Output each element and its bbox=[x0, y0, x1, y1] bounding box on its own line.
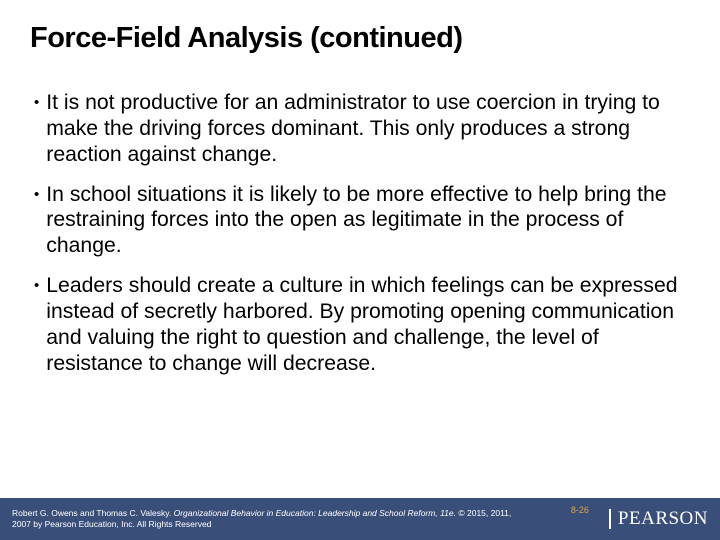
slide: Force-Field Analysis (continued) • It is… bbox=[0, 0, 720, 540]
footer-attribution: Robert G. Owens and Thomas C. Valesky. O… bbox=[12, 508, 531, 529]
bullet-marker-icon: • bbox=[34, 182, 39, 208]
footer-page-number: 8-26 bbox=[531, 505, 609, 515]
footer-book-title: Organizational Behavior in Education: Le… bbox=[174, 508, 459, 518]
bullet-item: • In school situations it is likely to b… bbox=[34, 182, 692, 260]
bullet-item: • It is not productive for an administra… bbox=[34, 90, 692, 168]
bullet-text: Leaders should create a culture in which… bbox=[46, 273, 692, 376]
bullet-text: It is not productive for an administrato… bbox=[46, 90, 692, 168]
bullet-marker-icon: • bbox=[34, 273, 39, 299]
slide-content: • It is not productive for an administra… bbox=[34, 90, 692, 391]
bullet-text: In school situations it is likely to be … bbox=[46, 182, 692, 260]
bullet-marker-icon: • bbox=[34, 90, 39, 116]
logo-bar-icon bbox=[609, 509, 611, 529]
slide-title: Force-Field Analysis (continued) bbox=[30, 22, 690, 55]
slide-footer: Robert G. Owens and Thomas C. Valesky. O… bbox=[0, 498, 720, 540]
bullet-item: • Leaders should create a culture in whi… bbox=[34, 273, 692, 376]
footer-authors: Robert G. Owens and Thomas C. Valesky. bbox=[12, 508, 174, 518]
footer-publisher-logo: PEARSON bbox=[609, 508, 708, 530]
publisher-name: PEARSON bbox=[618, 508, 708, 530]
